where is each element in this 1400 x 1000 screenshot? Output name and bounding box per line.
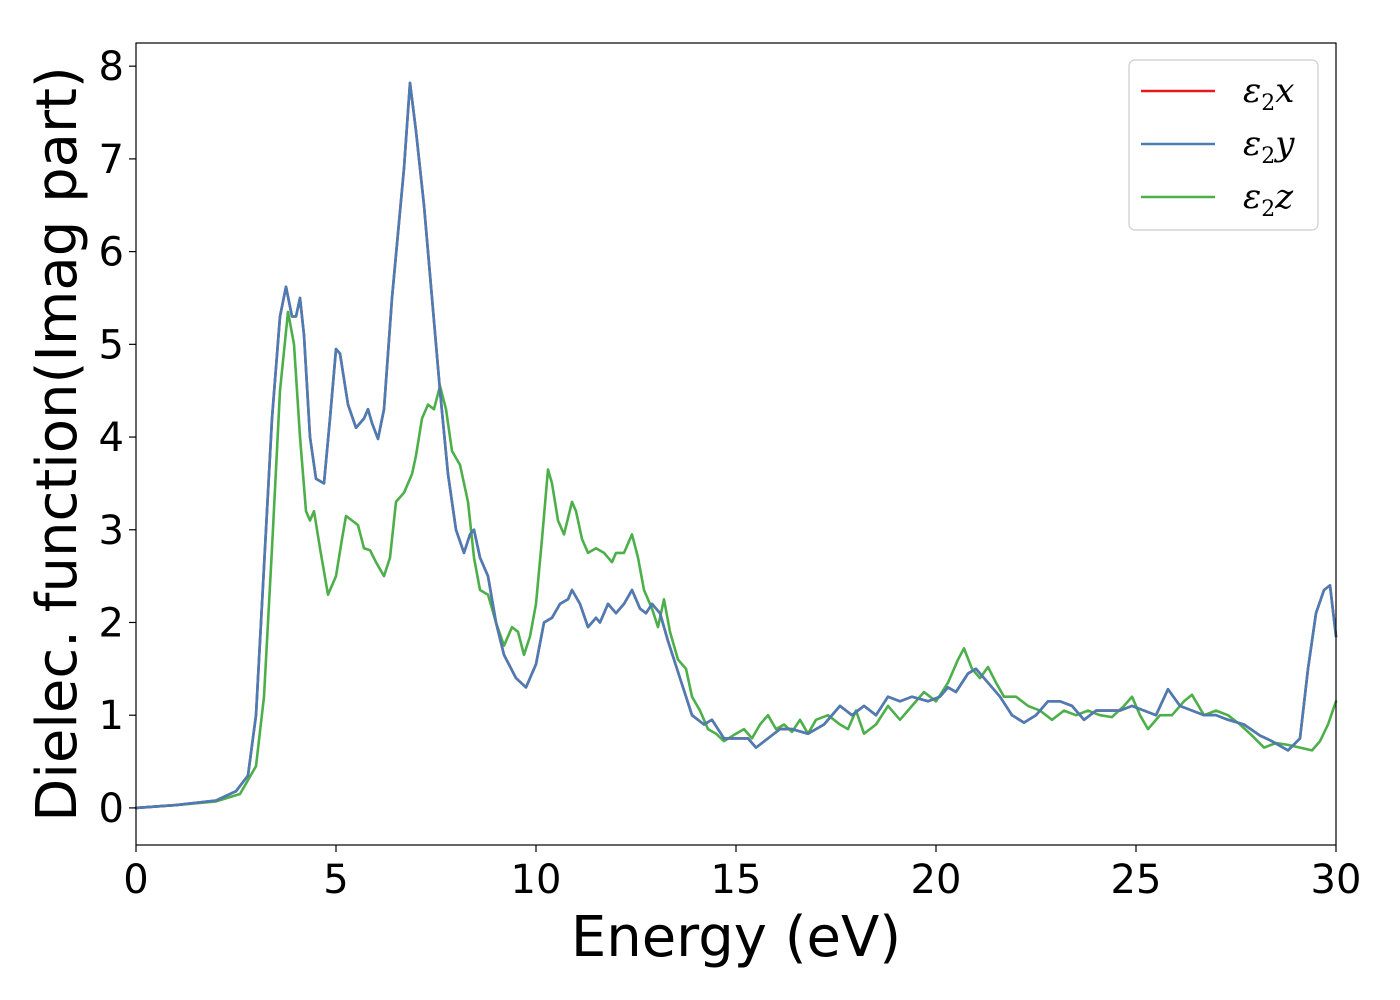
x-axis-title: Energy (eV) (571, 905, 901, 970)
y-tick-label: 5 (99, 322, 124, 368)
y-tick-label: 8 (99, 44, 124, 90)
x-tick-label: 25 (1111, 857, 1162, 903)
y-axis-title: Dielec. function(Imag part) (25, 66, 90, 822)
legend-box (1128, 59, 1319, 231)
legend: ε2x ε2y ε2z (1128, 59, 1319, 231)
legend-label-x: ε2x (1243, 71, 1294, 116)
y-tick-label: 3 (99, 508, 124, 554)
series-layer (134, 81, 1338, 810)
legend-label-y: ε2y (1243, 124, 1295, 169)
x-tick-label: 5 (323, 857, 348, 903)
series-line-y (134, 81, 1338, 810)
y-tick-label: 4 (99, 415, 124, 461)
y-axis: 0 1 2 3 4 5 6 7 8 (99, 44, 136, 832)
x-tick-label: 30 (1311, 857, 1362, 903)
y-tick-label: 7 (99, 137, 124, 183)
y-tick-label: 0 (99, 786, 124, 832)
x-tick-label: 20 (911, 857, 962, 903)
x-tick-label: 0 (123, 857, 148, 903)
y-tick-label: 2 (99, 600, 124, 646)
x-axis: 0 5 10 15 20 25 30 (123, 845, 1361, 903)
x-tick-label: 10 (511, 857, 562, 903)
x-tick-label: 15 (711, 857, 762, 903)
legend-label-z: ε2z (1243, 177, 1294, 222)
y-tick-label: 1 (99, 693, 124, 739)
y-tick-label: 6 (99, 230, 124, 276)
